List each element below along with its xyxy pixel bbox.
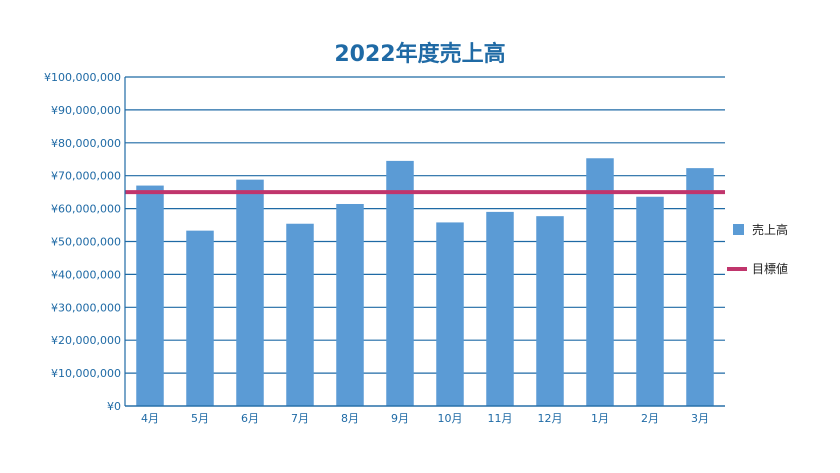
bar <box>636 196 664 406</box>
bar <box>686 168 714 406</box>
bar <box>386 160 414 406</box>
y-tick-label: ¥100,000,000 <box>44 71 121 84</box>
x-tick-label: 10月 <box>438 412 463 425</box>
x-tick-label: 7月 <box>291 412 309 425</box>
x-tick-label: 6月 <box>241 412 259 425</box>
bar <box>586 158 614 406</box>
x-axis: 4月 5月 6月 7月 8月 9月 10月 11月 12月 1月 2月 3月 <box>125 405 725 425</box>
chart-title: 2022年度売上高 <box>334 42 506 67</box>
y-tick-label: ¥0 <box>107 400 121 413</box>
grid-lines <box>125 76 725 407</box>
x-tick-label: 1月 <box>591 412 609 425</box>
x-tick-label: 12月 <box>538 412 563 425</box>
x-tick-label: 9月 <box>391 412 409 425</box>
bar <box>336 203 364 406</box>
y-tick-label: ¥20,000,000 <box>51 334 121 347</box>
x-tick-label: 2月 <box>641 412 659 425</box>
bar <box>186 230 214 406</box>
y-axis: ¥0 ¥10,000,000 ¥20,000,000 ¥30,000,000 ¥40,0… <box>44 71 126 413</box>
x-tick-label: 4月 <box>141 412 159 425</box>
bars <box>136 158 714 406</box>
x-tick-label: 11月 <box>488 412 513 425</box>
y-tick-label: ¥70,000,000 <box>51 170 121 183</box>
y-tick-label: ¥10,000,000 <box>51 367 121 380</box>
x-tick-label: 5月 <box>191 412 209 425</box>
x-tick-label: 3月 <box>691 412 709 425</box>
y-tick-label: ¥80,000,000 <box>51 137 121 150</box>
y-tick-label: ¥90,000,000 <box>51 104 121 117</box>
bar <box>136 185 164 406</box>
y-tick-label: ¥60,000,000 <box>51 203 121 216</box>
x-tick-label: 8月 <box>341 412 359 425</box>
legend-label: 目標値 <box>752 261 788 276</box>
bar <box>286 223 314 406</box>
y-tick-label: ¥40,000,000 <box>51 268 121 281</box>
bar <box>436 222 464 406</box>
legend-label: 売上高 <box>752 222 788 237</box>
legend-swatch-bar <box>733 224 744 235</box>
y-tick-label: ¥50,000,000 <box>51 236 121 249</box>
bar <box>536 216 564 406</box>
y-tick-label: ¥30,000,000 <box>51 301 121 314</box>
bar <box>486 211 514 406</box>
bar <box>236 179 264 406</box>
